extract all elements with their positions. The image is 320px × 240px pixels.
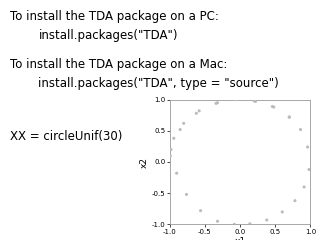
Point [307,168,312,171]
Text: install.packages("TDA", type = "source"): install.packages("TDA", type = "source") [38,77,279,90]
Point [168,148,173,151]
Point [287,115,292,119]
Point [253,100,258,103]
Text: To install the TDA package on a PC:: To install the TDA package on a PC: [10,10,219,23]
Point [178,128,183,132]
Point [233,98,238,102]
Point [215,101,220,105]
Point [305,145,310,149]
Text: install.packages("TDA"): install.packages("TDA") [38,29,178,42]
Point [171,136,176,140]
Point [287,115,292,119]
Point [270,105,275,108]
Point [198,209,203,213]
Point [196,109,202,113]
Point [298,128,303,132]
Point [213,102,219,105]
Point [247,222,252,226]
Point [292,199,298,203]
Point [234,98,239,102]
X-axis label: x1: x1 [235,237,245,240]
Point [271,105,276,109]
Text: To install the TDA package on a Mac:: To install the TDA package on a Mac: [10,58,227,71]
Point [252,99,257,103]
Point [301,185,307,189]
Point [280,210,285,214]
Point [168,154,173,158]
Point [184,192,189,196]
Point [181,121,186,125]
Point [194,111,199,115]
Point [232,222,237,226]
Point [215,219,220,223]
Point [264,218,269,222]
Point [174,171,179,175]
Text: XX = circleUnif(30): XX = circleUnif(30) [10,130,122,143]
Y-axis label: x2: x2 [140,156,149,168]
